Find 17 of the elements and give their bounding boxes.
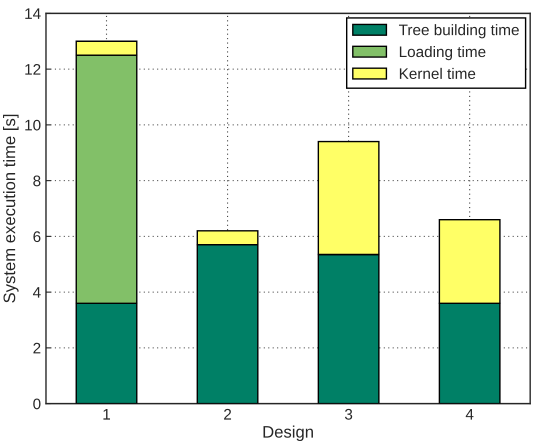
y-tick-label: 14 — [25, 8, 41, 19]
y-tick-label: 0 — [33, 398, 41, 410]
legend-label: Loading time — [400, 46, 486, 60]
y-tick-label: 6 — [33, 231, 40, 242]
y-axis-title: System execution time [s] — [3, 114, 19, 303]
x-tick-label: 2 — [224, 408, 232, 420]
y-tick-label: 8 — [33, 176, 40, 186]
x-axis-title: Design — [264, 426, 313, 442]
y-tick-label: 4 — [32, 287, 41, 298]
x-tick-label: 4 — [466, 409, 474, 420]
y-tick-label: 2 — [33, 342, 40, 354]
legend-label: Kernel time — [400, 68, 476, 80]
y-tick-label: 10 — [25, 120, 41, 131]
x-tick-label: 3 — [344, 408, 352, 420]
y-tick-label: 12 — [25, 64, 40, 75]
legend-label: Tree building time — [398, 24, 519, 38]
x-tick-label: 1 — [103, 409, 110, 420]
